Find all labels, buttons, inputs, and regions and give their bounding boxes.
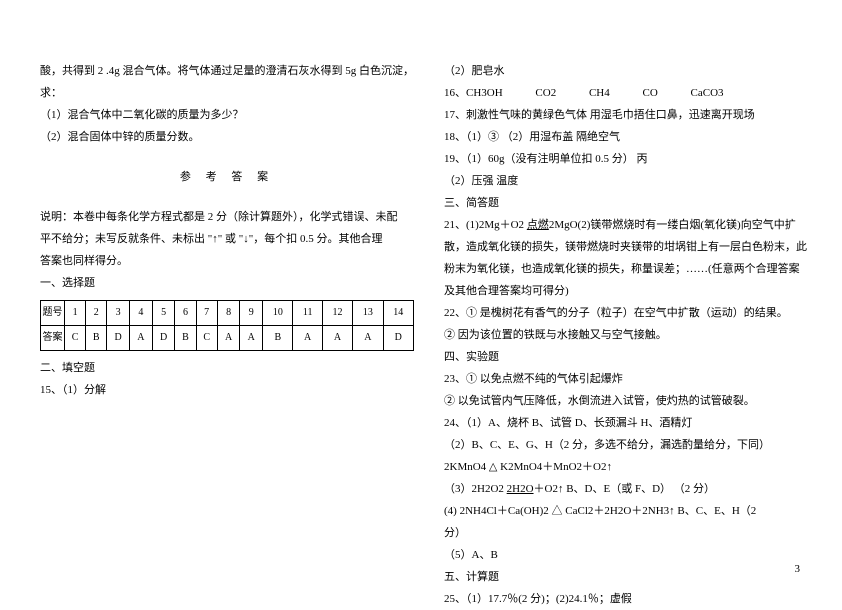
table-cell: 9 xyxy=(240,301,263,326)
answer-table: 题号 1 2 3 4 5 6 7 8 9 10 11 12 13 14 答案 C… xyxy=(40,300,414,351)
table-cell: A xyxy=(130,326,153,351)
table-cell: A xyxy=(322,326,352,351)
text-line: 18、（1）③ （2）用湿布盖 隔绝空气 xyxy=(444,126,807,148)
table-cell: A xyxy=(240,326,263,351)
section-heading: 一、选择题 xyxy=(40,272,414,294)
table-cell: B xyxy=(175,326,196,351)
table-cell: 2 xyxy=(86,301,107,326)
text-line: 24、（1）A、烧杯 B、试管 D、长颈漏斗 H、酒精灯 xyxy=(444,412,807,434)
section-heading: 二、填空题 xyxy=(40,357,414,379)
table-cell: A xyxy=(293,326,322,351)
text-line: （1）混合气体中二氧化碳的质量为多少？ xyxy=(40,104,414,126)
table-cell: 14 xyxy=(383,301,413,326)
table-cell: 1 xyxy=(65,301,86,326)
text-line: 及其他合理答案均可得分) xyxy=(444,280,807,302)
text-line: 17、刺激性气味的黄绿色气体 用湿毛巾捂住口鼻，迅速离开现场 xyxy=(444,104,807,126)
table-cell: 7 xyxy=(196,301,217,326)
page-number: 3 xyxy=(795,563,801,575)
text-line: （5）A、B xyxy=(444,544,807,566)
table-rowhead: 题号 xyxy=(41,301,65,326)
table-cell: A xyxy=(217,326,240,351)
text-line: （2）混合固体中锌的质量分数。 xyxy=(40,126,414,148)
section-heading: 四、实验题 xyxy=(444,346,807,368)
text-line: ② 以免试管内气压降低，水倒流进入试管，使灼热的试管破裂。 xyxy=(444,390,807,412)
text-line: 21、(1)2Mg＋O2 点燃2MgO(2)镁带燃烧时有一缕白烟(氧化镁)向空气… xyxy=(444,214,807,236)
table-rowhead: 答案 xyxy=(41,326,65,351)
text-line: 2KMnO4 △ K2MnO4＋MnO2＋O2↑ xyxy=(444,456,807,478)
table-cell: C xyxy=(65,326,86,351)
table-cell: 8 xyxy=(217,301,240,326)
text-line: 酸，共得到 2 .4g 混合气体。将气体通过足量的澄清石灰水得到 5g 白色沉淀… xyxy=(40,60,414,82)
table-cell: 3 xyxy=(107,301,130,326)
table-cell: C xyxy=(196,326,217,351)
text-line: 23、① 以免点燃不纯的气体引起爆炸 xyxy=(444,368,807,390)
text-line: （2）肥皂水 xyxy=(444,60,807,82)
text-line: 求： xyxy=(40,82,414,104)
text-line: 15、（1）分解 xyxy=(40,379,414,401)
note-line: 平不给分；未写反就条件、未标出 "↑" 或 "↓"，每个扣 0.5 分。其他合理 xyxy=(40,228,414,250)
table-cell: 6 xyxy=(175,301,196,326)
text-line: 粉末为氧化镁，也造成氧化镁的损失，称量误差；……(任意两个合理答案 xyxy=(444,258,807,280)
table-cell: D xyxy=(107,326,130,351)
table-cell: 13 xyxy=(353,301,383,326)
table-cell: D xyxy=(383,326,413,351)
table-cell: 4 xyxy=(130,301,153,326)
text-line: (4) 2NH4Cl＋Ca(OH)2 △ CaCl2＋2H2O＋2NH3↑ B、… xyxy=(444,500,807,522)
table-cell: 5 xyxy=(152,301,175,326)
table-cell: 12 xyxy=(322,301,352,326)
table-cell: B xyxy=(86,326,107,351)
answer-key-title: 参 考 答 案 xyxy=(40,166,414,188)
text-line: 19、（1）60g（没有注明单位扣 0.5 分） 丙 xyxy=(444,148,807,170)
text-line: 分） xyxy=(444,522,807,544)
table-cell: 11 xyxy=(293,301,322,326)
section-heading: 五、计算题 xyxy=(444,566,807,588)
note-line: 答案也同样得分。 xyxy=(40,250,414,272)
text-line: 16、CH3OH CO2 CH4 CO CaCO3 xyxy=(444,82,807,104)
text-line: （2）B、C、E、G、H（2 分，多选不给分，漏选酌量给分，下同） xyxy=(444,434,807,456)
note-line: 说明：本卷中每条化学方程式都是 2 分（除计算题外），化学式错误、未配 xyxy=(40,206,414,228)
text-line: ② 因为该位置的铁既与水接触又与空气接触。 xyxy=(444,324,807,346)
table-cell: D xyxy=(152,326,175,351)
text-line: （2）压强 温度 xyxy=(444,170,807,192)
table-cell: B xyxy=(263,326,293,351)
text-line: 散，造成氧化镁的损失，镁带燃烧时夹镁带的坩埚钳上有一层白色粉末，此 xyxy=(444,236,807,258)
text-line: 22、① 是槐树花有香气的分子（粒子）在空气中扩散（运动）的结果。 xyxy=(444,302,807,324)
text-line: 25、（1）17.7％(2 分)；(2)24.1％；虚假 xyxy=(444,588,807,610)
section-heading: 三、简答题 xyxy=(444,192,807,214)
table-cell: 10 xyxy=(263,301,293,326)
text-line: （3）2H2O2 2H2O＋O2↑ B、D、E（或 F、D） （2 分） xyxy=(444,478,807,500)
table-cell: A xyxy=(353,326,383,351)
